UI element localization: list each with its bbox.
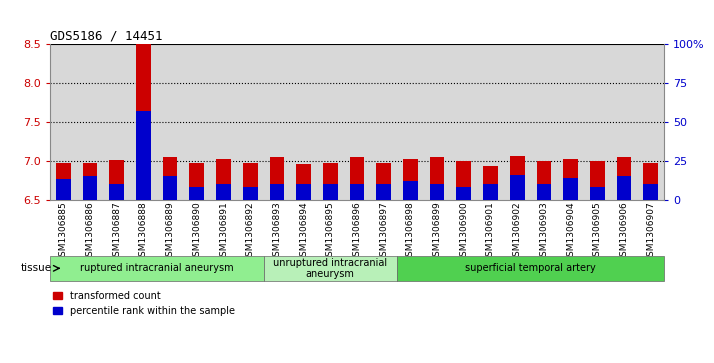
FancyBboxPatch shape: [50, 256, 263, 281]
Text: GDS5186 / 14451: GDS5186 / 14451: [50, 29, 163, 42]
Bar: [403, 159, 418, 200]
FancyBboxPatch shape: [397, 256, 664, 281]
Bar: [270, 157, 284, 184]
Bar: [510, 175, 525, 200]
Bar: [136, 111, 151, 200]
Bar: [590, 160, 605, 187]
Bar: [617, 176, 631, 200]
Legend: transformed count, percentile rank within the sample: transformed count, percentile rank withi…: [49, 287, 239, 320]
Bar: [350, 157, 364, 200]
Bar: [456, 187, 471, 200]
FancyBboxPatch shape: [263, 256, 397, 281]
Bar: [83, 163, 97, 176]
Bar: [376, 163, 391, 200]
Text: unruptured intracranial
aneurysm: unruptured intracranial aneurysm: [273, 257, 388, 279]
Bar: [109, 160, 124, 184]
Bar: [430, 184, 444, 200]
Bar: [536, 160, 551, 200]
Bar: [643, 163, 658, 200]
Bar: [109, 184, 124, 200]
Bar: [296, 184, 311, 200]
Bar: [643, 184, 658, 200]
Bar: [296, 164, 311, 184]
Bar: [243, 163, 258, 200]
Bar: [510, 156, 525, 200]
Bar: [376, 184, 391, 200]
Bar: [189, 187, 204, 200]
Bar: [403, 181, 418, 200]
Bar: [56, 163, 71, 200]
Bar: [536, 184, 551, 200]
Bar: [563, 178, 578, 200]
Bar: [163, 157, 178, 176]
Bar: [510, 156, 525, 175]
Bar: [643, 163, 658, 184]
Bar: [617, 157, 631, 200]
Text: tissue: tissue: [20, 263, 51, 273]
Bar: [590, 187, 605, 200]
Bar: [136, 44, 151, 200]
Bar: [216, 159, 231, 184]
Bar: [56, 179, 71, 200]
Bar: [536, 160, 551, 184]
Bar: [83, 176, 97, 200]
Bar: [456, 160, 471, 200]
Bar: [270, 157, 284, 200]
Bar: [109, 160, 124, 200]
Bar: [56, 163, 71, 179]
Bar: [590, 160, 605, 200]
Text: ruptured intracranial aneurysm: ruptured intracranial aneurysm: [80, 263, 233, 273]
Bar: [243, 187, 258, 200]
Bar: [403, 159, 418, 181]
Bar: [136, 44, 151, 111]
Bar: [323, 163, 338, 200]
Bar: [563, 159, 578, 200]
Bar: [376, 163, 391, 184]
Bar: [350, 184, 364, 200]
Bar: [83, 163, 97, 200]
Bar: [243, 163, 258, 187]
Bar: [456, 160, 471, 187]
Bar: [430, 157, 444, 184]
Bar: [270, 184, 284, 200]
Bar: [617, 157, 631, 176]
Bar: [216, 184, 231, 200]
Bar: [483, 184, 498, 200]
Bar: [163, 176, 178, 200]
Bar: [430, 157, 444, 200]
Bar: [483, 166, 498, 200]
Bar: [216, 159, 231, 200]
Bar: [483, 166, 498, 184]
Bar: [323, 184, 338, 200]
Text: superficial temporal artery: superficial temporal artery: [465, 263, 596, 273]
Bar: [189, 163, 204, 187]
Bar: [189, 163, 204, 200]
Bar: [163, 157, 178, 200]
Bar: [296, 164, 311, 200]
Bar: [563, 159, 578, 178]
Bar: [350, 157, 364, 184]
Bar: [323, 163, 338, 184]
